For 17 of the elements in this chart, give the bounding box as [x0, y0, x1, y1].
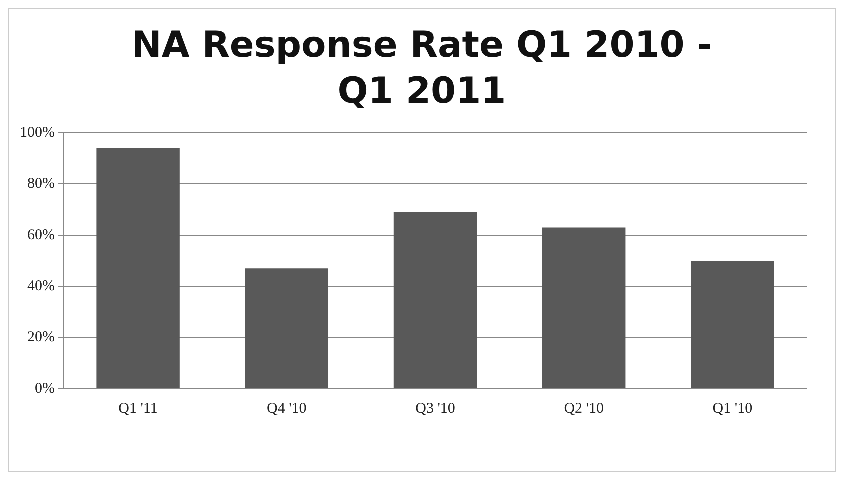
bar: [691, 261, 774, 388]
bar: [542, 228, 626, 388]
y-tick-label: 60%: [27, 227, 55, 244]
x-tick-label: Q3 '10: [416, 400, 456, 417]
y-tick-label: 0%: [34, 380, 55, 397]
x-tick-label: Q2 '10: [564, 400, 604, 417]
y-tick-label: 80%: [27, 176, 55, 192]
y-tick-label: 40%: [27, 278, 55, 295]
bar: [394, 212, 478, 388]
x-tick-label: Q4 '10: [267, 400, 307, 417]
chart-title: NA Response Rate Q1 2010 - Q1 2011: [130, 24, 714, 114]
bar: [245, 268, 329, 388]
y-tick-label: 100%: [20, 124, 55, 141]
x-tick-label: Q1 '10: [712, 400, 753, 417]
bar: [96, 148, 180, 388]
y-tick-label: 20%: [27, 330, 55, 346]
x-tick-label: Q1 '11: [118, 400, 158, 417]
